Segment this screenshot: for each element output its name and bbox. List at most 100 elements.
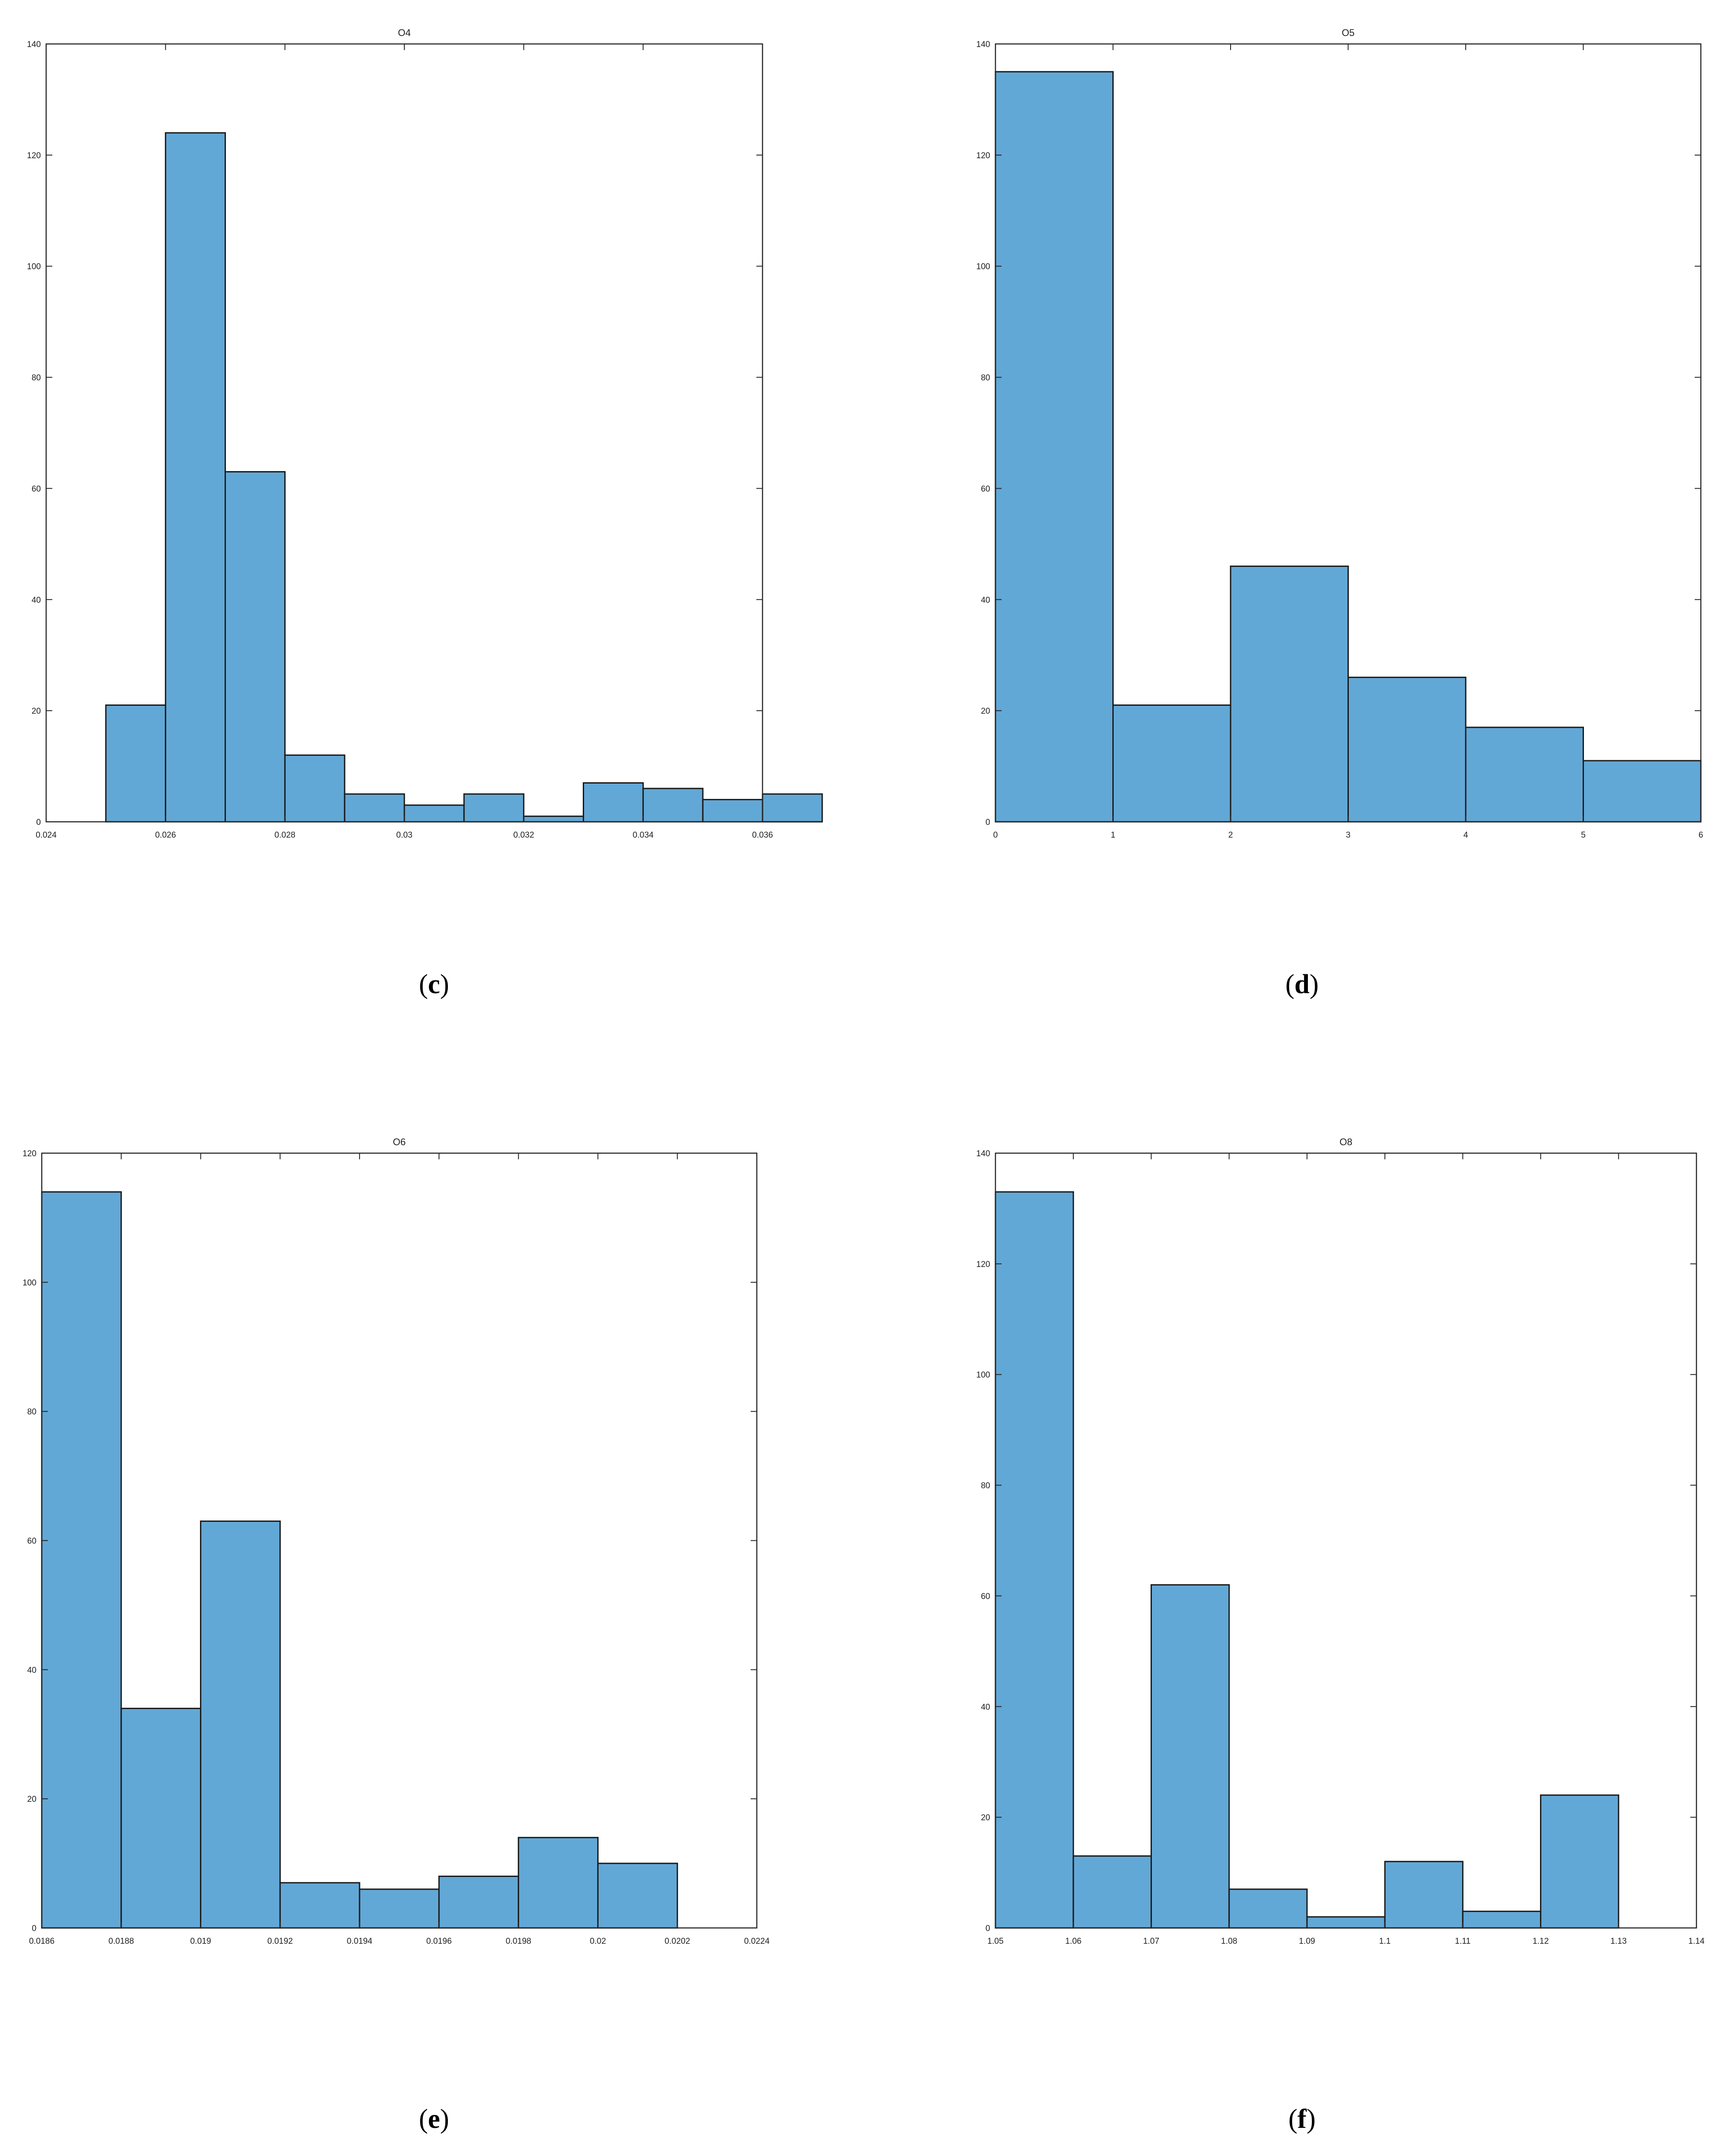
ytick-label-c-4: 80 <box>32 374 41 383</box>
bar-e-0 <box>41 1191 122 1929</box>
bar-c-8 <box>583 782 644 823</box>
ytick-label-c-0: 0 <box>36 818 41 827</box>
xtick-label-f-6: 1.11 <box>1455 1937 1471 1946</box>
axes-box-f <box>995 1152 1697 1929</box>
bar-c-6 <box>463 793 525 823</box>
ytick-label-e-4: 80 <box>27 1408 36 1417</box>
bar-f-4 <box>1306 1916 1386 1929</box>
ytick-label-e-2: 40 <box>27 1666 36 1675</box>
bar-f-2 <box>1150 1584 1230 1929</box>
bar-c-4 <box>344 793 405 823</box>
bar-f-6 <box>1462 1910 1542 1929</box>
ytick-label-e-6: 120 <box>22 1149 36 1158</box>
bar-e-3 <box>279 1882 360 1929</box>
xtick-label-f-5: 1.1 <box>1379 1937 1391 1946</box>
xtick-label-e-9: 0.0224 <box>744 1937 770 1946</box>
ytick-label-d-3: 60 <box>981 484 990 494</box>
panel-c: O4 0 20 40 60 80 100 120 140 0.024 0.026 0.028 0.03 0… <box>0 0 868 1069</box>
xtick-label-f-7: 1.12 <box>1533 1937 1549 1946</box>
bar-f-7 <box>1540 1794 1620 1929</box>
histogram-e: O6 0 20 40 60 80 100 120 0.0186 0.0188 0.019 0.0192… <box>22 1136 770 1946</box>
bar-e-6 <box>518 1837 599 1929</box>
ytick-label-f-6: 120 <box>976 1260 990 1269</box>
xtick-label-c-4: 0.032 <box>513 831 534 840</box>
ytick-label-c-6: 120 <box>27 151 41 160</box>
bar-d-5 <box>1583 760 1702 823</box>
ytick-label-e-1: 20 <box>27 1795 36 1804</box>
histogram-f: O8 0 20 40 60 80 100 120 140 1.05 1.06 1.07 1.08 1.09… <box>976 1136 1705 1946</box>
xtick-label-c-3: 0.03 <box>396 831 413 840</box>
bar-c-7 <box>523 815 584 823</box>
bar-e-4 <box>359 1888 440 1929</box>
caption-d-letter: d <box>1294 969 1310 999</box>
ytick-label-e-0: 0 <box>32 1924 36 1933</box>
xtick-label-f-4: 1.09 <box>1299 1937 1315 1946</box>
ytick-label-f-3: 60 <box>981 1592 990 1601</box>
xtick-label-c-5: 0.034 <box>633 831 654 840</box>
bar-e-1 <box>120 1707 202 1929</box>
ytick-label-c-3: 60 <box>32 484 41 494</box>
xtick-label-e-8: 0.0202 <box>665 1937 690 1946</box>
ytick-label-e-3: 60 <box>27 1537 36 1546</box>
xtick-label-d-5: 5 <box>1581 831 1586 840</box>
panel-d: O5 0 20 40 60 80 100 120 140 0 1 2 3 4 5 6 (d) <box>868 0 1736 1069</box>
chart-title-c: O4 <box>398 27 410 38</box>
bar-c-1 <box>165 132 226 823</box>
bar-d-2 <box>1230 565 1349 823</box>
xtick-label-c-2: 0.028 <box>275 831 296 840</box>
ytick-label-f-2: 40 <box>981 1702 990 1712</box>
xtick-label-f-2: 1.07 <box>1143 1937 1159 1946</box>
xtick-label-f-3: 1.08 <box>1221 1937 1237 1946</box>
bar-c-5 <box>403 804 465 823</box>
ytick-label-f-7: 140 <box>976 1149 990 1158</box>
xtick-label-d-2: 2 <box>1228 831 1233 840</box>
chart-title-e: O6 <box>393 1136 406 1147</box>
xtick-label-f-0: 1.05 <box>988 1937 1004 1946</box>
ytick-label-d-5: 100 <box>976 262 990 272</box>
caption-d: (d) <box>1285 969 1319 999</box>
xtick-label-e-7: 0.02 <box>590 1937 606 1946</box>
ytick-label-d-4: 80 <box>981 374 990 383</box>
xtick-label-d-0: 0 <box>993 831 998 840</box>
xtick-label-d-1: 1 <box>1111 831 1115 840</box>
ytick-label-f-0: 0 <box>985 1924 990 1933</box>
panel-e: O6 0 20 40 60 80 100 120 0.0186 0.0188 0.019 0.0192… <box>0 1069 868 2138</box>
xtick-label-e-4: 0.0194 <box>347 1937 373 1946</box>
xtick-label-e-6: 0.0198 <box>506 1937 531 1946</box>
xtick-label-e-0: 0.0186 <box>29 1937 54 1946</box>
panel-f: O8 0 20 40 60 80 100 120 140 1.05 1.06 1.07 1.08 1.09… <box>868 1069 1736 2138</box>
xtick-label-f-8: 1.13 <box>1610 1937 1627 1946</box>
ytick-label-d-7: 140 <box>976 40 990 49</box>
chart-title-f: O8 <box>1340 1136 1352 1147</box>
bar-c-11 <box>762 793 823 823</box>
bar-e-5 <box>438 1875 519 1929</box>
xtick-label-e-2: 0.019 <box>190 1937 211 1946</box>
bar-f-0 <box>995 1191 1074 1929</box>
bar-d-4 <box>1465 726 1584 823</box>
xtick-label-d-4: 4 <box>1464 831 1468 840</box>
xtick-label-c-0: 0.024 <box>36 831 57 840</box>
ytick-label-c-5: 100 <box>27 262 41 272</box>
ytick-label-d-6: 120 <box>976 151 990 160</box>
caption-e: (e) <box>419 2104 449 2134</box>
bar-c-10 <box>702 799 763 823</box>
caption-f: (f) <box>1288 2104 1316 2134</box>
xtick-label-e-1: 0.0188 <box>109 1937 134 1946</box>
xtick-label-c-1: 0.026 <box>155 831 176 840</box>
ytick-label-d-0: 0 <box>985 818 990 827</box>
histogram-d: O5 0 20 40 60 80 100 120 140 0 1 2 3 4 5 6 <box>976 27 1703 840</box>
xtick-label-d-3: 3 <box>1346 831 1351 840</box>
xtick-label-f-1: 1.06 <box>1065 1937 1082 1946</box>
bar-d-1 <box>1112 704 1231 823</box>
bar-f-5 <box>1384 1861 1464 1929</box>
caption-e-letter: e <box>428 2104 440 2134</box>
ytick-label-e-5: 100 <box>22 1278 36 1288</box>
bar-e-7 <box>597 1862 678 1929</box>
xtick-label-f-9: 1.14 <box>1689 1937 1705 1946</box>
caption-c: (c) <box>419 969 449 999</box>
ytick-label-f-5: 100 <box>976 1371 990 1380</box>
ytick-label-f-1: 20 <box>981 1813 990 1822</box>
ytick-label-c-2: 40 <box>32 595 41 605</box>
caption-c-letter: c <box>428 969 440 999</box>
bar-c-3 <box>284 754 345 823</box>
